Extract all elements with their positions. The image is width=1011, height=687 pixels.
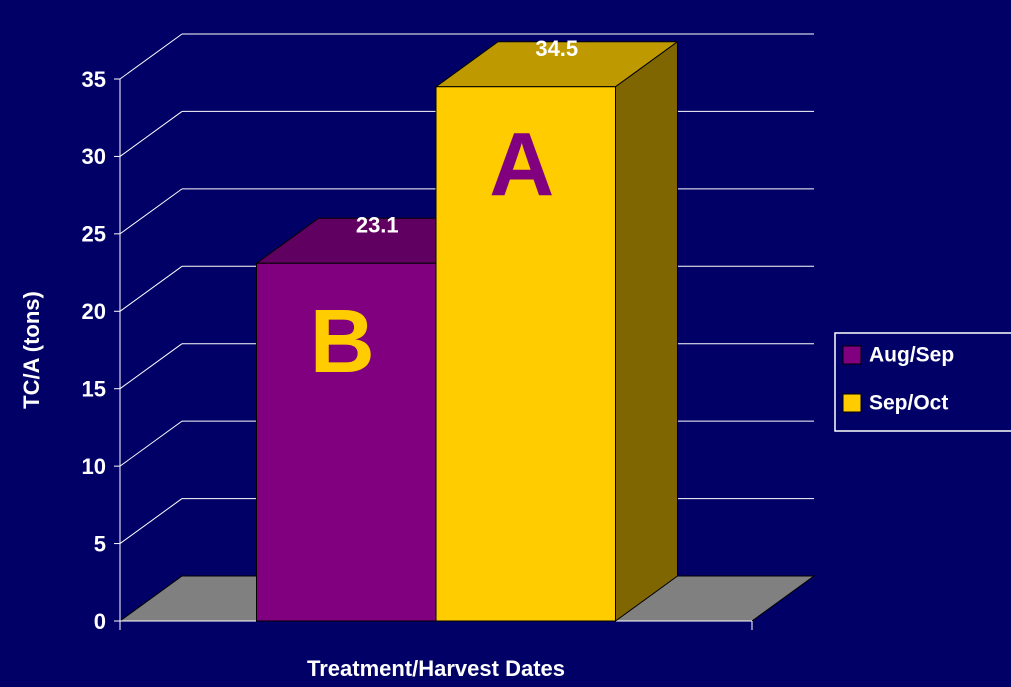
y-axis-title: TC/A (tons) bbox=[19, 291, 44, 409]
legend-box bbox=[834, 332, 1011, 432]
grid-line bbox=[119, 188, 183, 235]
y-tick-label: 0 bbox=[94, 609, 106, 634]
y-tick-label: 10 bbox=[82, 454, 106, 479]
bar-side bbox=[614, 40, 678, 622]
value-label: 23.1 bbox=[356, 213, 399, 238]
grid-line bbox=[119, 498, 183, 544]
legend-label: Sep/Oct bbox=[869, 392, 948, 415]
y-tick-label: 25 bbox=[82, 222, 106, 247]
x-axis-title: Treatment/Harvest Dates bbox=[307, 656, 565, 681]
y-tick-label: 35 bbox=[82, 67, 106, 92]
annotation: A bbox=[489, 116, 554, 216]
annotation: B bbox=[310, 292, 375, 392]
y-tick-label: 20 bbox=[82, 299, 106, 324]
grid-line bbox=[119, 111, 183, 157]
legend-label: Aug/Sep bbox=[869, 344, 954, 367]
value-label: 34.5 bbox=[535, 36, 578, 61]
legend-swatch bbox=[842, 345, 862, 365]
legend-swatch bbox=[842, 393, 862, 413]
y-tick-label: 5 bbox=[94, 531, 106, 556]
grid-line bbox=[119, 33, 183, 80]
bar bbox=[435, 86, 616, 622]
grid-line bbox=[119, 265, 183, 312]
y-tick-label: 15 bbox=[82, 377, 106, 402]
bar bbox=[256, 262, 437, 622]
grid-line bbox=[119, 343, 183, 390]
y-tick-label: 30 bbox=[82, 144, 106, 169]
grid-line bbox=[119, 420, 183, 467]
